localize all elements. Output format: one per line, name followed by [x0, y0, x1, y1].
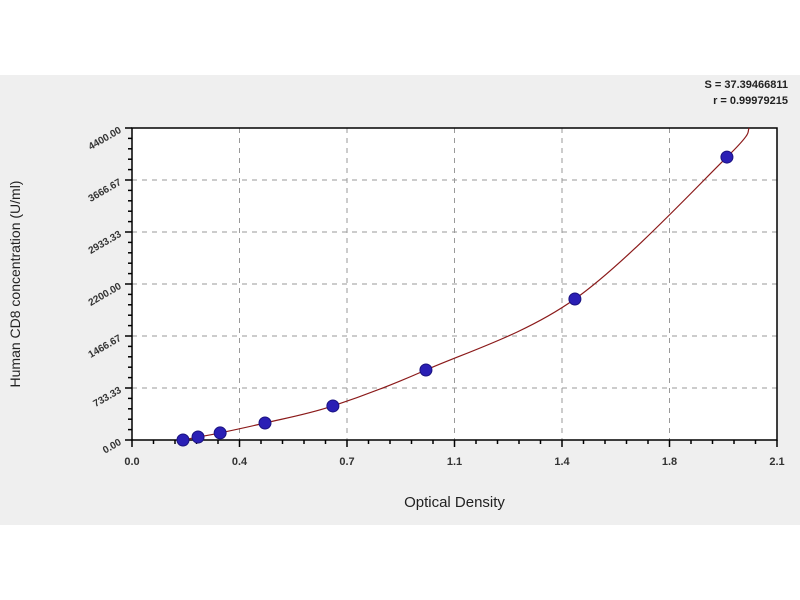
y-tick-label: 733.33 [92, 385, 124, 410]
y-tick-label: 1466.67 [87, 333, 124, 361]
y-tick-label: 0.00 [101, 437, 124, 456]
x-tick-label: 1.4 [554, 456, 570, 468]
data-point [568, 292, 582, 306]
stat-r: r = 0.99979215 [713, 95, 788, 107]
y-tick-label: 3666.67 [87, 177, 124, 205]
data-point [213, 426, 227, 440]
y-tick-label: 2200.00 [87, 281, 124, 309]
data-point [191, 430, 205, 444]
x-tick-label: 2.1 [769, 456, 784, 468]
standard-curve-chart: 0.0 0.4 0.7 1.1 1.4 1.8 2.1 0.00 733.33 1466.67 22… [7, 125, 785, 511]
stat-s: S = 37.39466811 [704, 79, 789, 91]
x-tick-label: 0.4 [232, 456, 248, 468]
y-tick-label: 4400.00 [87, 125, 124, 153]
x-tick-label: 0.7 [339, 456, 354, 468]
x-tick-label: 1.8 [662, 456, 677, 468]
chart-panel: S = 37.39466811 r = 0.99979215 0.0 0.4 0.7… [0, 75, 800, 525]
y-tick-label: 2933.33 [87, 229, 124, 257]
data-point [258, 416, 272, 430]
data-point [720, 150, 734, 164]
data-point [326, 399, 340, 413]
data-point [419, 363, 433, 377]
x-tick-label: 0.0 [124, 456, 139, 468]
x-axis-label: Optical Density [404, 494, 505, 511]
x-tick-label: 1.1 [447, 456, 462, 468]
y-axis-label: Human CD8 concentration (U/ml) [7, 181, 23, 388]
data-point [176, 433, 190, 447]
fit-curve [182, 127, 750, 441]
